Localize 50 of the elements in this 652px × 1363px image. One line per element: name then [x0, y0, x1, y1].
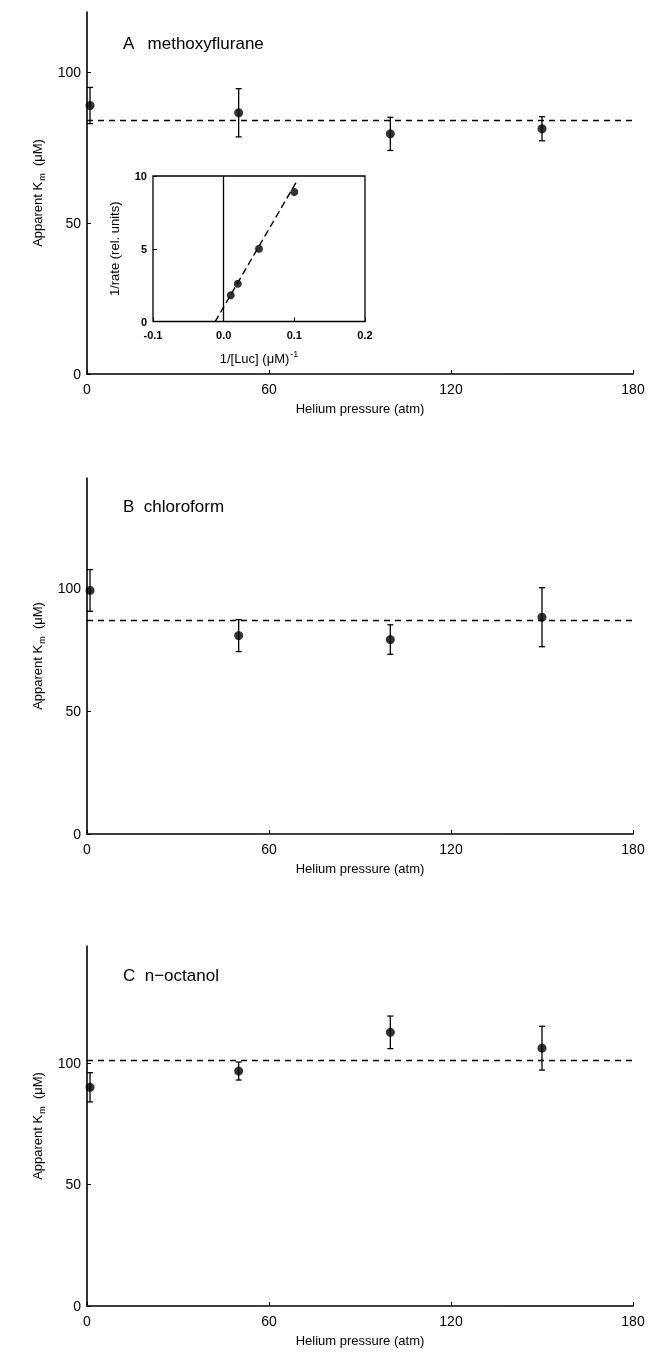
x-tick-label: 120	[439, 841, 463, 857]
point	[234, 1066, 244, 1076]
x-tick-label: 60	[261, 381, 277, 397]
y-tick-label: 0	[73, 1298, 82, 1314]
x-tick-label: 0.1	[286, 329, 302, 341]
x-tick-label: 60	[261, 841, 277, 857]
x-tick-label: 60	[261, 1313, 277, 1329]
x-axis-title: Helium pressure (atm)	[295, 1333, 425, 1348]
y-tick-label: 5	[140, 242, 147, 255]
x-tick-label: 180	[621, 1313, 645, 1329]
x-axis-title: Helium pressure (atm)	[295, 861, 425, 876]
point	[537, 124, 547, 134]
y-tick-label: 10	[134, 170, 147, 182]
point	[233, 279, 242, 288]
text: B chloroform	[123, 497, 225, 516]
y-tick-label: 0	[73, 826, 82, 842]
x-tick-label: 0	[83, 841, 92, 857]
y-axis-title: Apparent Km (μM)	[30, 602, 48, 710]
x-tick-label: 0	[83, 1313, 92, 1329]
y-tick-label: 100	[57, 1054, 82, 1071]
x-tick-label: 120	[439, 1313, 463, 1329]
text: A methoxyflurane	[123, 34, 264, 53]
y-axis-title: Apparent Km (μM)	[30, 139, 48, 247]
point	[537, 1043, 547, 1053]
x-tick-label: 0.0	[216, 329, 232, 341]
point	[85, 1082, 95, 1092]
y-tick-label: 50	[65, 703, 82, 720]
y-tick-label: 100	[57, 580, 82, 597]
y-tick-label: 50	[65, 1176, 82, 1193]
x-tick-label: 0	[83, 381, 92, 397]
point	[385, 129, 395, 139]
x-tick-label: 0.2	[357, 329, 373, 341]
y-tick-label: 0	[140, 315, 147, 328]
point	[255, 244, 263, 253]
point	[226, 291, 235, 300]
text: C n−octanol	[123, 966, 219, 985]
point	[385, 1027, 395, 1037]
point	[234, 108, 244, 118]
x-tick-label: 180	[621, 381, 645, 397]
y-axis-title: Apparent Km (μM)	[30, 1072, 48, 1180]
y-tick-label: 100	[57, 64, 82, 81]
x-tick-label: 180	[621, 841, 645, 857]
y-tick-label: 0	[73, 366, 82, 382]
x-axis-title: Helium pressure (atm)	[295, 401, 425, 416]
x-tick-label: -0.1	[143, 329, 163, 341]
point	[85, 101, 95, 111]
y-tick-label: 50	[65, 215, 82, 232]
point	[290, 188, 299, 196]
y-axis-title: 1/rate (rel. units)	[107, 201, 122, 297]
x-tick-label: 120	[439, 381, 463, 397]
